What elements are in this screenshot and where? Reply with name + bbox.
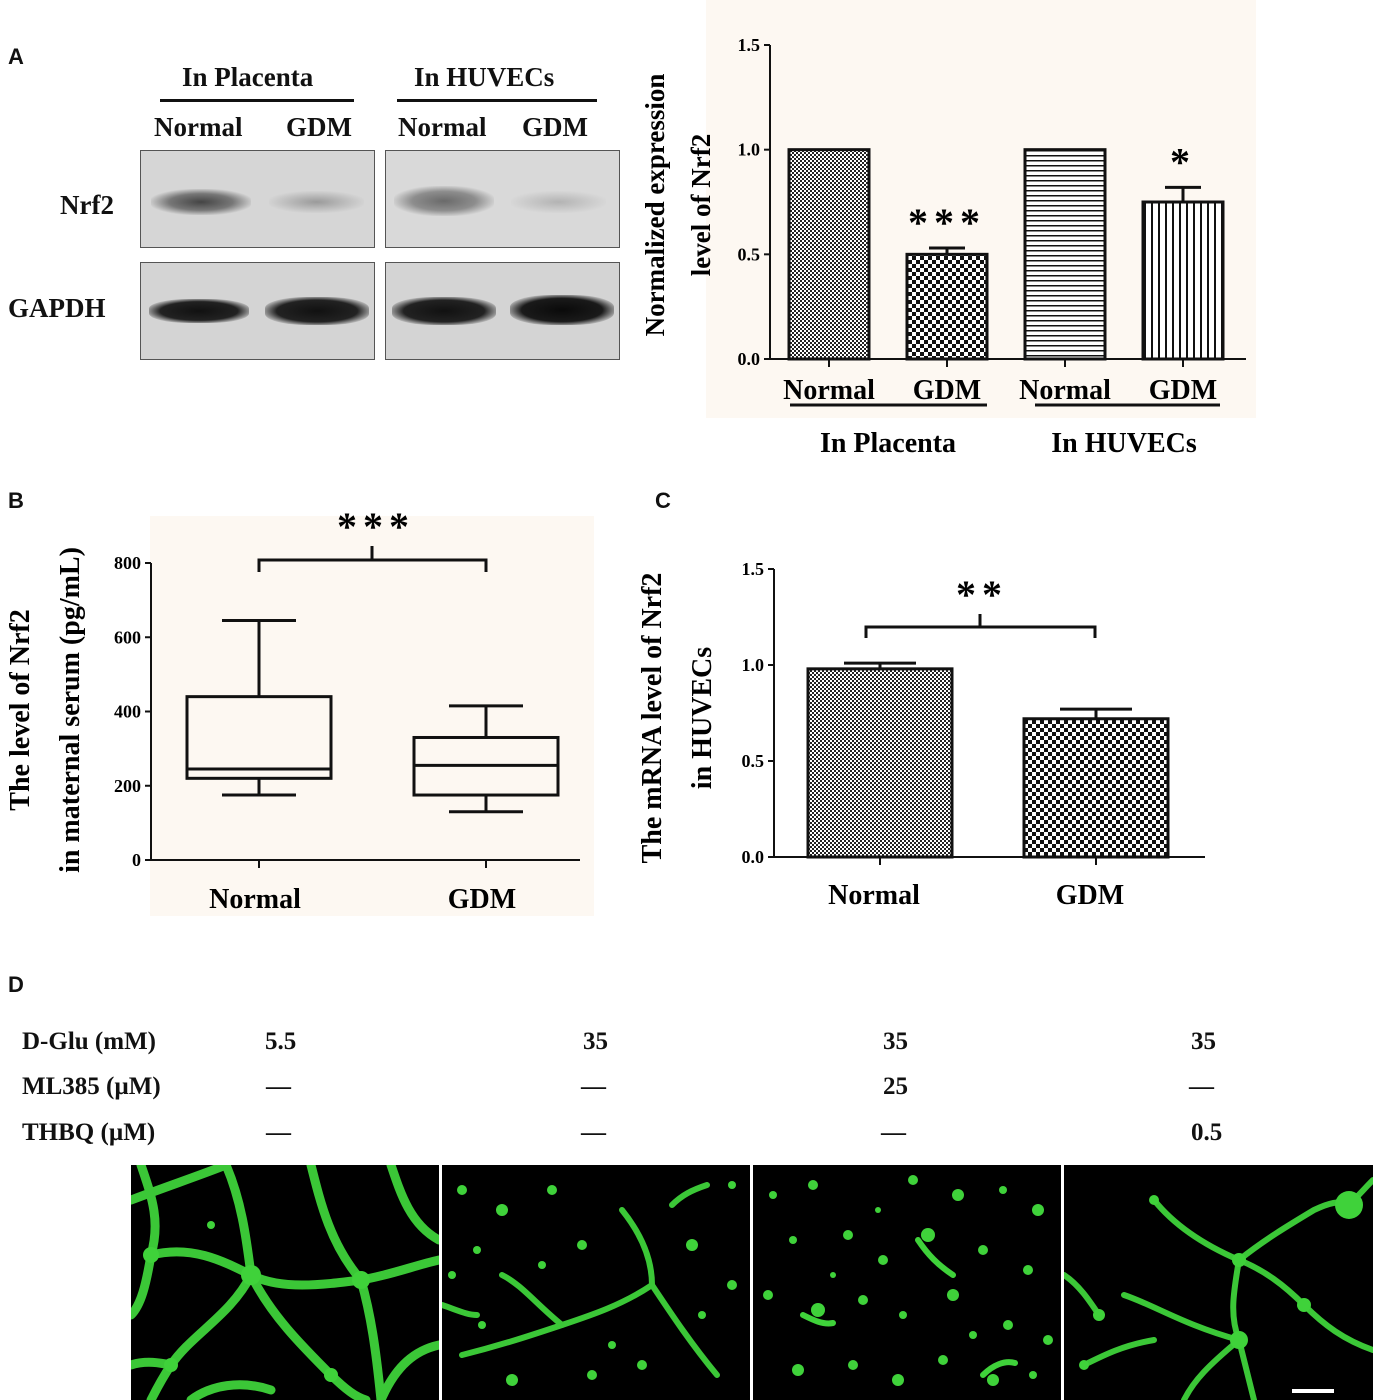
y-tick-label: 0.0: [738, 349, 761, 369]
bar: [1141, 200, 1225, 361]
chart-b: 0 200 400 600 800 The level of Nrf2 in materna…: [5, 504, 594, 916]
condition-value: —: [881, 1119, 906, 1146]
y-tick-label: 0.0: [742, 847, 765, 867]
y-axis-label: The level of Nrf2: [5, 609, 36, 810]
condition-label-thbq: THBQ (µM): [22, 1119, 156, 1146]
panel-letter-b: B: [8, 488, 24, 513]
blot-lane-label: GDM: [286, 112, 352, 142]
chart-background: [150, 516, 594, 916]
bar: [1023, 148, 1107, 361]
y-tick-label: 1.5: [742, 559, 765, 579]
y-axis-label: in maternal serum (pg/mL): [55, 547, 86, 873]
group-label: In HUVECs: [1051, 428, 1197, 459]
blot-lane-label: Normal: [154, 112, 243, 142]
blot-group-huvec: In HUVECs: [414, 62, 555, 92]
y-tick-label: 400: [114, 702, 141, 722]
y-axis-label: level of Nrf2: [686, 134, 716, 276]
blot-image-gapdh-huvec: [385, 262, 620, 360]
chart-c: 0.0 0.5 1.0 1.5 The mRNA level of Nrf2 in HUV…: [640, 559, 1205, 911]
bar: [806, 667, 954, 859]
blot-group-line: [397, 99, 597, 102]
significance-marker: ***: [908, 200, 986, 245]
condition-value: 25: [883, 1073, 908, 1100]
y-tick-label: 1.5: [738, 35, 761, 55]
chart-a: 0.0 0.5 1.0 1.5 Normalized expression level o…: [640, 0, 1256, 459]
x-tick-label: GDM: [1149, 375, 1217, 406]
micrograph-tube-formation-3: [753, 1165, 1061, 1400]
x-tick-label: Normal: [1019, 375, 1111, 406]
x-tick-label: GDM: [448, 884, 516, 915]
micrograph-tube-formation-1: [131, 1165, 439, 1400]
significance-marker: ***: [337, 504, 415, 549]
x-tick-label: Normal: [828, 880, 920, 911]
scale-bar: [1292, 1389, 1334, 1393]
blot-image-gapdh-placenta: [140, 262, 375, 360]
y-tick-label: 1.0: [742, 655, 765, 675]
bar: [1022, 717, 1170, 859]
y-tick-label: 0.5: [742, 751, 765, 771]
blot-lane-label: GDM: [522, 112, 588, 142]
x-tick-label: Normal: [783, 375, 875, 406]
blot-group-placenta: In Placenta: [182, 62, 314, 92]
panel-letter-c: C: [655, 488, 671, 513]
significance-bracket: [257, 546, 488, 572]
blot-row-label: Nrf2: [60, 190, 114, 220]
significance-marker: **: [956, 572, 1008, 617]
blot-lane-label: Normal: [398, 112, 487, 142]
y-tick-label: 600: [114, 627, 141, 647]
y-tick-label: 800: [114, 553, 141, 573]
panel-letter-d: D: [8, 972, 24, 997]
y-tick-label: 0: [132, 850, 141, 870]
condition-label-ml385: ML385 (µM): [22, 1073, 161, 1100]
y-tick-label: 0.5: [738, 244, 761, 264]
x-tick-label: GDM: [913, 375, 981, 406]
blot-image-nrf2-huvec: [385, 150, 620, 248]
y-tick-label: 200: [114, 776, 141, 796]
micrograph-tube-formation-2: [442, 1165, 750, 1400]
blot-row-label: GAPDH: [8, 293, 106, 323]
panel-letter-a: A: [8, 44, 24, 69]
bar: [905, 252, 989, 361]
y-axis-label: Normalized expression: [640, 74, 670, 337]
condition-value: 5.5: [265, 1028, 297, 1055]
group-label: In Placenta: [820, 428, 956, 459]
x-tick-label: GDM: [1056, 880, 1124, 911]
condition-label-dglu: D-Glu (mM): [22, 1028, 156, 1055]
x-tick-label: Normal: [209, 884, 301, 915]
y-axis-label: in HUVECs: [687, 647, 718, 789]
condition-value: 35: [1191, 1028, 1216, 1055]
blot-group-line: [160, 99, 354, 102]
condition-value: 35: [583, 1028, 608, 1055]
box: [185, 695, 333, 780]
condition-value: —: [581, 1073, 606, 1100]
condition-value: —: [266, 1119, 291, 1146]
significance-marker: *: [1170, 139, 1196, 184]
condition-value: —: [581, 1119, 606, 1146]
condition-value: 35: [883, 1028, 908, 1055]
y-tick-label: 1.0: [738, 140, 761, 160]
significance-bracket: [864, 614, 1097, 638]
micrograph-tube-formation-4: [1064, 1165, 1373, 1400]
bar: [787, 148, 871, 361]
y-axis-label: The mRNA level of Nrf2: [640, 573, 668, 864]
condition-value: 0.5: [1191, 1119, 1223, 1146]
condition-value: —: [266, 1073, 291, 1100]
blot-image-nrf2-placenta: [140, 150, 375, 248]
condition-value: —: [1189, 1073, 1214, 1100]
